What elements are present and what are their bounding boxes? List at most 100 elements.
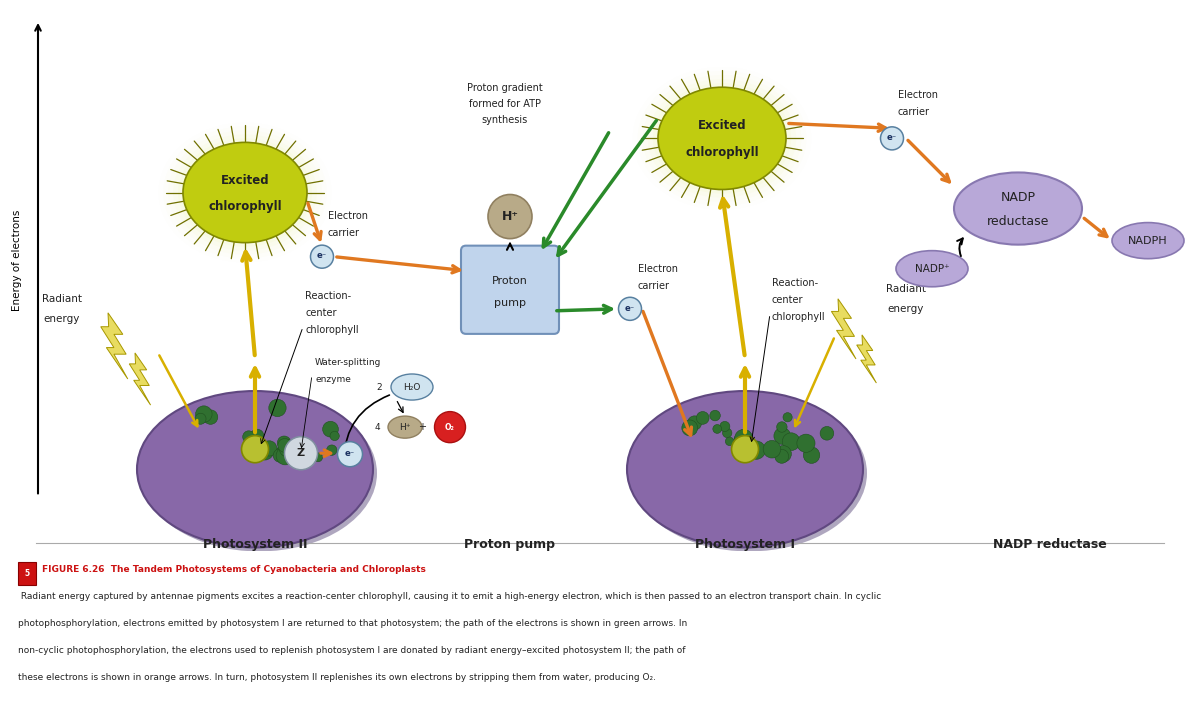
Circle shape <box>688 416 702 430</box>
Circle shape <box>250 436 259 445</box>
Text: Proton gradient: Proton gradient <box>467 83 542 93</box>
Ellipse shape <box>631 395 866 551</box>
FancyBboxPatch shape <box>18 563 36 585</box>
Text: chlorophyll: chlorophyll <box>772 312 826 322</box>
Circle shape <box>820 426 834 440</box>
Text: chlorophyll: chlorophyll <box>305 325 359 335</box>
Circle shape <box>274 449 287 462</box>
Circle shape <box>196 414 206 424</box>
Ellipse shape <box>137 391 373 547</box>
Circle shape <box>725 437 734 445</box>
Text: NADP: NADP <box>1001 191 1036 204</box>
Circle shape <box>323 421 338 437</box>
Polygon shape <box>857 335 876 383</box>
Circle shape <box>262 440 277 456</box>
Text: 2: 2 <box>377 382 382 392</box>
Text: 5: 5 <box>24 569 30 578</box>
Circle shape <box>337 442 362 467</box>
Text: Reaction-: Reaction- <box>305 291 352 300</box>
Circle shape <box>732 436 758 462</box>
Text: carrier: carrier <box>638 281 670 291</box>
Text: center: center <box>772 295 804 305</box>
Text: Z: Z <box>296 448 305 458</box>
Ellipse shape <box>628 391 863 547</box>
Text: Electron: Electron <box>898 90 938 100</box>
Ellipse shape <box>388 416 422 438</box>
Text: NADPH: NADPH <box>1128 235 1168 245</box>
Circle shape <box>276 447 286 456</box>
Text: pump: pump <box>494 298 526 308</box>
Text: Proton pump: Proton pump <box>464 539 556 551</box>
Text: e⁻: e⁻ <box>344 449 355 458</box>
Circle shape <box>775 450 788 463</box>
Text: Radiant energy captured by antennae pigments excites a reaction-center chlorophy: Radiant energy captured by antennae pigm… <box>18 592 881 601</box>
Circle shape <box>881 127 904 150</box>
Text: chlorophyll: chlorophyll <box>685 146 758 159</box>
Circle shape <box>196 406 212 422</box>
Circle shape <box>720 421 730 431</box>
Text: non-cyclic photophosphorylation, the electrons used to replenish photosystem I a: non-cyclic photophosphorylation, the ele… <box>18 645 685 655</box>
Circle shape <box>738 433 752 448</box>
Text: Energy of electrons: Energy of electrons <box>12 210 22 311</box>
Text: formed for ATP: formed for ATP <box>469 99 541 110</box>
Text: Excited: Excited <box>697 119 746 132</box>
Circle shape <box>722 428 732 438</box>
Circle shape <box>734 434 748 447</box>
Circle shape <box>763 440 781 458</box>
Text: enzyme: enzyme <box>314 375 350 383</box>
Circle shape <box>774 428 791 444</box>
Text: chlorophyll: chlorophyll <box>208 200 282 213</box>
Circle shape <box>797 434 815 452</box>
Circle shape <box>775 445 791 462</box>
Circle shape <box>782 433 800 450</box>
Circle shape <box>276 447 286 457</box>
Text: Electron: Electron <box>638 264 678 274</box>
Circle shape <box>488 194 532 239</box>
Circle shape <box>776 422 787 432</box>
FancyBboxPatch shape <box>461 245 559 334</box>
Ellipse shape <box>142 395 377 551</box>
Circle shape <box>269 399 286 416</box>
Text: these electrons is shown in orange arrows. In turn, photosystem II replenishes i: these electrons is shown in orange arrow… <box>18 673 656 682</box>
Text: 4: 4 <box>374 423 380 432</box>
Circle shape <box>286 445 300 460</box>
Text: e⁻: e⁻ <box>887 133 898 142</box>
Circle shape <box>251 429 264 443</box>
Text: Reaction-: Reaction- <box>772 278 818 288</box>
Ellipse shape <box>182 142 307 243</box>
Text: e⁻: e⁻ <box>625 303 635 312</box>
Text: carrier: carrier <box>898 107 930 117</box>
Text: Water-splitting: Water-splitting <box>314 358 382 368</box>
Ellipse shape <box>954 173 1082 245</box>
Circle shape <box>326 445 337 455</box>
Text: Excited: Excited <box>221 174 269 187</box>
Circle shape <box>242 431 254 443</box>
Text: NADP reductase: NADP reductase <box>994 539 1106 551</box>
Text: carrier: carrier <box>328 228 360 238</box>
Circle shape <box>241 436 269 462</box>
Text: Photosystem I: Photosystem I <box>695 539 796 551</box>
Circle shape <box>330 431 340 440</box>
Text: energy: energy <box>44 314 80 324</box>
Ellipse shape <box>391 374 433 400</box>
Text: center: center <box>305 308 336 318</box>
Text: +: + <box>418 422 426 432</box>
Circle shape <box>277 436 290 450</box>
Text: Radiant: Radiant <box>42 294 82 304</box>
Circle shape <box>696 411 709 424</box>
Circle shape <box>313 453 323 462</box>
Circle shape <box>710 410 720 421</box>
Text: energy: energy <box>888 304 924 314</box>
Text: synthesis: synthesis <box>482 115 528 125</box>
Text: H⁺: H⁺ <box>502 210 518 223</box>
Ellipse shape <box>658 87 786 189</box>
Circle shape <box>280 440 296 457</box>
Circle shape <box>278 438 292 452</box>
Text: Radiant: Radiant <box>886 284 926 294</box>
Circle shape <box>748 441 766 460</box>
Text: H₂O: H₂O <box>403 382 421 392</box>
Circle shape <box>256 442 274 460</box>
Ellipse shape <box>1112 223 1184 259</box>
Text: H⁺: H⁺ <box>400 423 410 432</box>
Text: Proton: Proton <box>492 276 528 286</box>
